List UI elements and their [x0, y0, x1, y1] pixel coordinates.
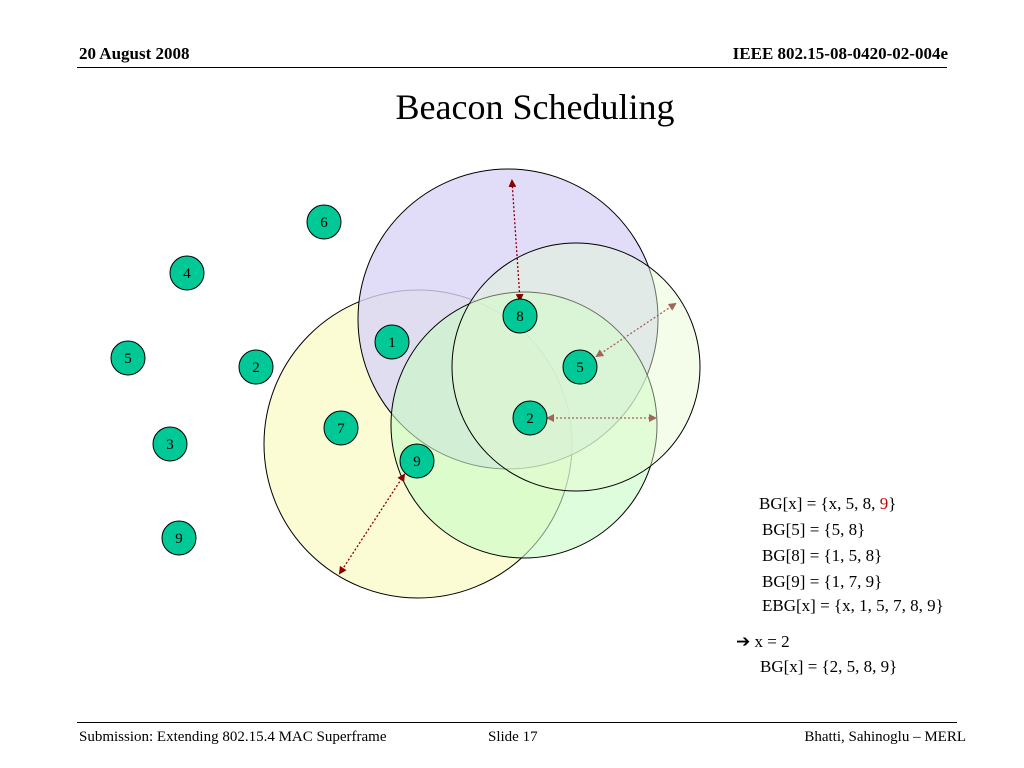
node-9-center: 9 [399, 443, 435, 479]
result-line: ➔ x = 2 [736, 632, 790, 652]
node-label: 8 [516, 309, 524, 325]
header-doc-id: IEEE 802.15-08-0420-02-004e [732, 44, 948, 63]
node-label: 4 [183, 266, 191, 282]
footer-slide-number: Slide 17 [488, 729, 538, 745]
result-text: x = 2 [754, 632, 790, 651]
node-6: 6 [306, 204, 342, 240]
node-label: 6 [320, 215, 328, 231]
final-bg-line: BG[x] = {2, 5, 8, 9} [760, 657, 898, 676]
node-label: 2 [526, 411, 534, 427]
bg-x-suffix: } [888, 494, 897, 513]
bg-9-line: BG[9] = {1, 7, 9} [762, 572, 883, 591]
node-label: 9 [175, 531, 183, 547]
footer-submission: Submission: Extending 802.15.4 MAC Super… [79, 729, 387, 745]
node-label: 5 [576, 360, 584, 376]
bg-x-line: BG[x] = {x, 5, 8, 9} [759, 494, 896, 514]
bg-5-line: BG[5] = {5, 8} [762, 520, 866, 539]
node-label: 5 [124, 351, 132, 367]
bg-x-prefix: BG[x] = {x, 5, 8, [759, 494, 880, 513]
range-arrow-node9 [338, 473, 406, 575]
footer-authors: Bhatti, Sahinoglu – MERL [804, 729, 966, 745]
ebg-x-line: EBG[x] = {x, 1, 5, 7, 8, 9} [762, 596, 944, 615]
node-5-center: 5 [562, 349, 598, 385]
header-date: 20 August 2008 [79, 44, 190, 63]
node-3: 3 [152, 426, 188, 462]
bg-8-line: BG[8] = {1, 5, 8} [762, 546, 883, 565]
node-9-left: 9 [161, 520, 197, 556]
node-7: 7 [323, 410, 359, 446]
footer-divider [77, 722, 957, 723]
node-2-left: 2 [238, 349, 274, 385]
header-divider [77, 67, 947, 68]
node-label: 3 [166, 437, 174, 453]
node-label: 7 [337, 421, 345, 437]
node-4: 4 [169, 255, 205, 291]
slide-title: Beacon Scheduling [395, 87, 675, 127]
node-label: 2 [252, 360, 260, 376]
bg-x-highlight: 9 [879, 494, 889, 513]
node-5-left: 5 [110, 340, 146, 376]
node-label: 1 [388, 335, 396, 351]
node-label: 9 [413, 454, 421, 470]
node-2-center: 2 [512, 400, 548, 436]
node-1: 1 [374, 324, 410, 360]
node-8: 8 [502, 298, 538, 334]
right-arrow-icon: ➔ [736, 632, 751, 652]
